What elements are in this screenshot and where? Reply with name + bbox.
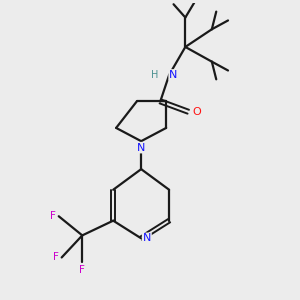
Text: F: F (79, 265, 85, 275)
Text: F: F (50, 211, 56, 221)
Text: N: N (169, 70, 178, 80)
Text: F: F (53, 253, 59, 262)
Text: H: H (152, 70, 159, 80)
Text: N: N (137, 142, 146, 153)
Text: O: O (193, 107, 201, 117)
Text: N: N (142, 233, 151, 243)
